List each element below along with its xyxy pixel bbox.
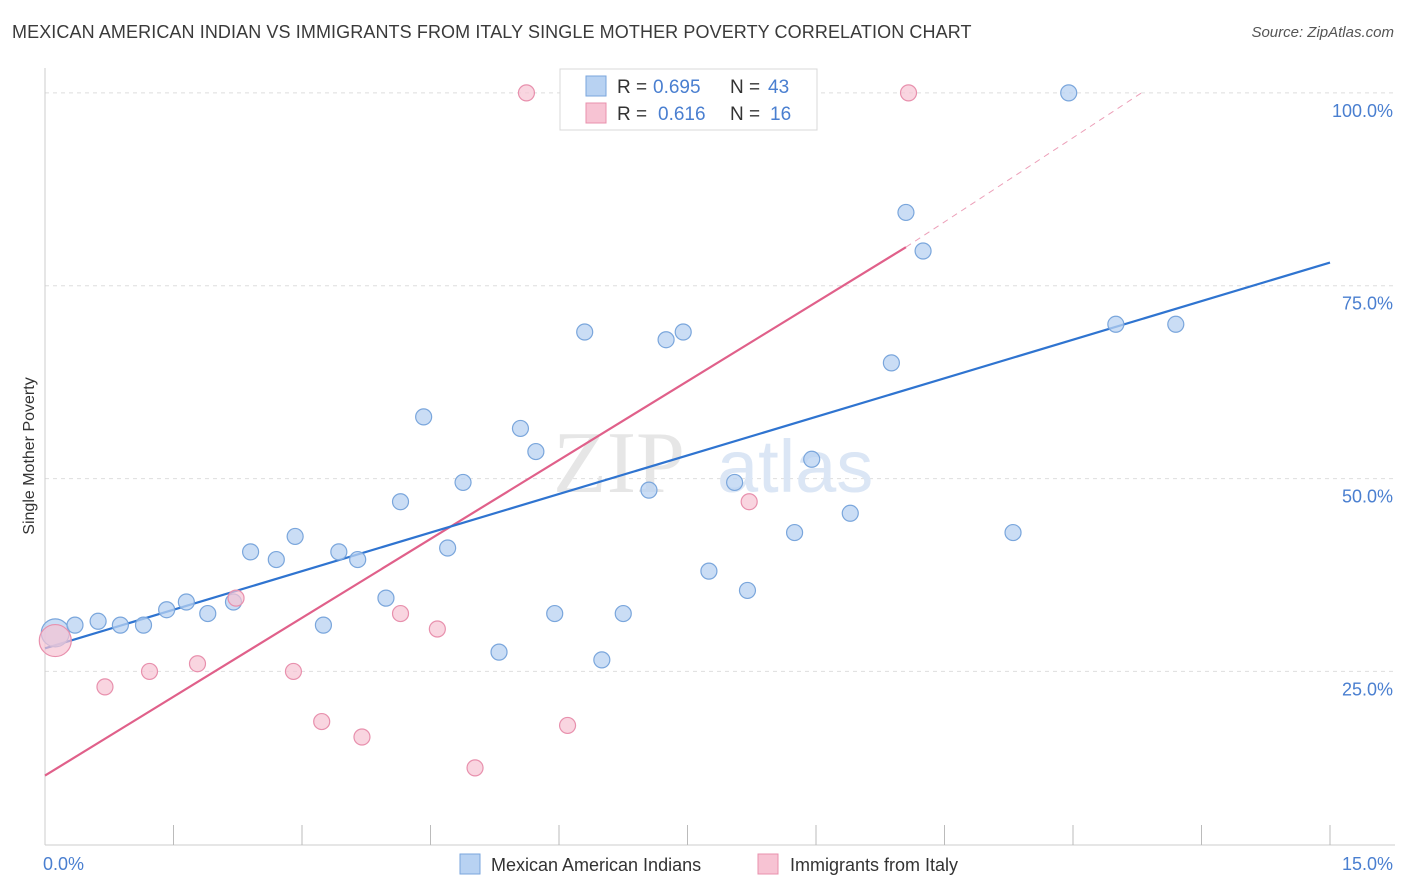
point-mexican-american-indians-10 — [267, 550, 285, 569]
point-immigrants-from-italy-5 — [284, 662, 303, 681]
stats-r-label-blue: R = — [617, 77, 647, 98]
point-mexican-american-indians-9 — [242, 543, 260, 561]
point-immigrants-from-italy-3 — [188, 655, 207, 673]
point-mexican-american-indians-2 — [89, 612, 107, 630]
point-mexican-american-indians-12 — [314, 616, 333, 634]
point-mexican-american-indians-17 — [415, 408, 433, 426]
watermark-zip: ZIP — [553, 415, 685, 512]
legend-swatch-mexican-american-indians — [459, 853, 481, 875]
point-immigrants-from-italy-10 — [466, 759, 484, 777]
legend-label-mexican-american-indians: Mexican American Indians — [491, 855, 701, 875]
y-tick-labels: 100.0% 75.0% 50.0% 25.0% — [1332, 101, 1393, 700]
point-mexican-american-indians-15 — [377, 589, 395, 607]
stats-r-label-pink: R = — [617, 104, 647, 125]
y-tick-label-2: 50.0% — [1342, 487, 1393, 507]
point-immigrants-from-italy-8 — [391, 604, 410, 623]
stats-r-value-pink: 0.616 — [658, 104, 706, 125]
series-legend: Mexican American Indians Immigrants from… — [459, 853, 958, 875]
point-mexican-american-indians-25 — [593, 651, 611, 669]
point-mexican-american-indians-14 — [349, 550, 367, 569]
point-mexican-american-indians-4 — [134, 616, 153, 634]
stats-swatch-blue — [585, 75, 607, 97]
point-immigrants-from-italy-2 — [140, 662, 159, 681]
x-tick-labels: 0.0% 15.0% — [43, 854, 1393, 874]
point-mexican-american-indians-30 — [700, 562, 718, 580]
point-mexican-american-indians-33 — [785, 523, 804, 542]
point-mexican-american-indians-40 — [1060, 84, 1078, 102]
point-immigrants-from-italy-0 — [38, 623, 72, 658]
point-mexican-american-indians-16 — [391, 493, 410, 511]
point-mexican-american-indians-11 — [286, 527, 304, 546]
point-immigrants-from-italy-15 — [899, 84, 918, 102]
watermark: ZIP atlas — [553, 415, 873, 512]
grid-lines — [45, 92, 1395, 672]
point-immigrants-from-italy-11 — [517, 84, 536, 102]
chart-title: MEXICAN AMERICAN INDIAN VS IMMIGRANTS FR… — [12, 22, 972, 42]
trend-line-extension-immigrants-from-italy — [905, 92, 1142, 248]
stats-swatch-pink — [585, 102, 607, 124]
point-mexican-american-indians-35 — [841, 504, 859, 522]
point-mexican-american-indians-20 — [490, 643, 508, 661]
point-mexican-american-indians-24 — [576, 323, 594, 341]
y-axis-label: Single Mother Poverty — [21, 377, 38, 534]
point-mexican-american-indians-22 — [527, 442, 545, 461]
legend-swatch-immigrants-from-italy — [757, 853, 779, 875]
point-immigrants-from-italy-4 — [227, 589, 245, 607]
point-mexican-american-indians-41 — [1107, 315, 1125, 333]
stats-n-value-pink: 16 — [770, 104, 791, 125]
trend-line-immigrants-from-italy — [44, 246, 907, 777]
point-immigrants-from-italy-1 — [96, 678, 114, 696]
point-immigrants-from-italy-9 — [428, 620, 446, 638]
point-mexican-american-indians-36 — [882, 354, 900, 372]
point-mexican-american-indians-1 — [66, 616, 84, 634]
watermark-atlas: atlas — [717, 425, 873, 508]
axes — [44, 68, 1395, 846]
stats-r-value-blue: 0.695 — [653, 77, 701, 98]
stats-legend: R = 0.695 N = 43 R = 0.616 N = 16 — [559, 68, 818, 131]
point-mexican-american-indians-5 — [158, 601, 176, 619]
stats-n-value-blue: 43 — [768, 77, 789, 98]
stats-n-label-blue: N = — [730, 77, 760, 98]
point-mexican-american-indians-28 — [657, 331, 675, 349]
chart-source: Source: ZipAtlas.com — [1251, 24, 1394, 41]
y-tick-label-1: 75.0% — [1342, 294, 1393, 314]
point-immigrants-from-italy-7 — [353, 728, 371, 746]
point-mexican-american-indians-31 — [726, 473, 744, 492]
trend-lines — [44, 92, 1331, 777]
x-tick-label-0: 0.0% — [43, 854, 84, 874]
point-mexican-american-indians-7 — [199, 604, 217, 623]
point-mexican-american-indians-29 — [674, 323, 692, 341]
x-tick-label-1: 15.0% — [1342, 854, 1393, 874]
legend-label-immigrants-from-italy: Immigrants from Italy — [790, 855, 958, 875]
point-mexican-american-indians-27 — [640, 481, 658, 499]
point-mexican-american-indians-21 — [511, 419, 530, 438]
point-mexican-american-indians-19 — [454, 473, 472, 492]
point-mexican-american-indians-37 — [897, 203, 915, 222]
point-immigrants-from-italy-6 — [313, 712, 331, 731]
data-points — [38, 84, 1185, 777]
stats-n-label-pink: N = — [730, 104, 760, 125]
point-mexican-american-indians-13 — [330, 543, 348, 561]
point-mexican-american-indians-39 — [1004, 523, 1022, 542]
point-mexican-american-indians-38 — [914, 242, 932, 260]
point-mexican-american-indians-34 — [803, 450, 821, 468]
y-tick-label-0: 100.0% — [1332, 101, 1393, 121]
point-immigrants-from-italy-12 — [558, 716, 577, 735]
point-mexican-american-indians-32 — [738, 581, 757, 600]
point-mexican-american-indians-42 — [1167, 315, 1185, 333]
point-mexican-american-indians-26 — [614, 604, 632, 623]
point-mexican-american-indians-3 — [111, 616, 129, 634]
point-mexican-american-indians-18 — [439, 539, 457, 557]
y-tick-label-3: 25.0% — [1342, 679, 1393, 699]
point-mexican-american-indians-23 — [546, 604, 564, 623]
point-mexican-american-indians-6 — [177, 593, 195, 611]
point-immigrants-from-italy-14 — [740, 493, 758, 511]
